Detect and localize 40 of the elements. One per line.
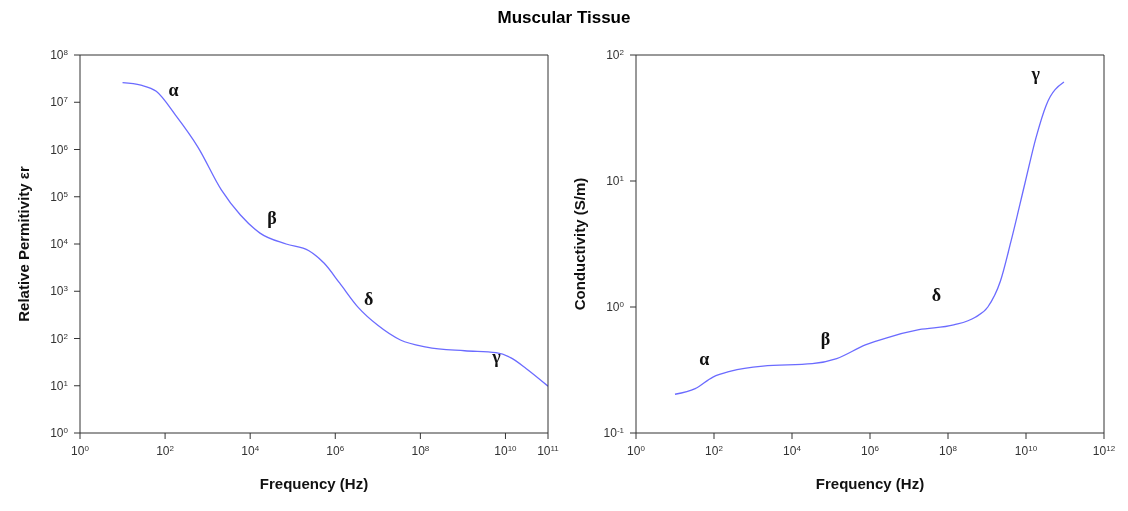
x-tick-label: 10$^{6}$ xyxy=(861,443,880,458)
y-axis-title: Relative Permitivity εr xyxy=(15,166,33,322)
annotation: β xyxy=(267,207,277,228)
x-axis-title: Frequency (Hz) xyxy=(815,475,925,492)
annotation: δ xyxy=(364,288,374,309)
x-tick-label: 10$^{8}$ xyxy=(411,443,430,458)
x-tick-label: 10$^{10}$ xyxy=(494,443,518,458)
y-tick-label: 10$^{0}$ xyxy=(50,425,69,440)
y-tick-label: 10$^{4}$ xyxy=(50,236,69,251)
y-tick-label: 10$^{0}$ xyxy=(606,299,625,314)
x-tick-label: 10$^{11}$ xyxy=(537,443,560,458)
y-tick-label: 10$^{5}$ xyxy=(50,189,69,204)
y-tick-label: 10$^{7}$ xyxy=(50,94,69,110)
x-tick-label: 10$^{0}$ xyxy=(627,443,646,458)
y-axis-title: Conductivity (S/m) xyxy=(571,177,589,311)
y-tick-label: 10$^{2}$ xyxy=(50,331,69,346)
annotation: β xyxy=(820,328,831,349)
x-axis-title: Frequency (Hz) xyxy=(259,475,369,492)
annotation: γ xyxy=(492,347,501,368)
annotation: α xyxy=(168,80,179,101)
x-tick-label: 10$^{4}$ xyxy=(783,443,802,458)
y-tick-label: 10$^{-1}$ xyxy=(603,425,625,440)
chart-title: Muscular Tissue xyxy=(496,8,632,29)
x-tick-label: 10$^{0}$ xyxy=(71,443,90,458)
y-tick-label: 10$^{3}$ xyxy=(50,283,69,299)
x-tick-label: 10$^{4}$ xyxy=(241,443,260,458)
annotation: α xyxy=(699,349,710,370)
x-tick-label: 10$^{8}$ xyxy=(939,443,958,458)
x-tick-label: 10$^{2}$ xyxy=(705,443,724,458)
x-tick-label: 10$^{10}$ xyxy=(1014,443,1038,458)
y-tick-label: 10$^{2}$ xyxy=(606,47,625,62)
x-tick-label: 10$^{12}$ xyxy=(1092,443,1116,458)
y-tick-label: 10$^{1}$ xyxy=(50,378,69,393)
annotation: δ xyxy=(931,285,942,306)
annotation: γ xyxy=(1031,63,1040,84)
y-tick-label: 10$^{8}$ xyxy=(50,47,69,62)
x-tick-label: 10$^{2}$ xyxy=(156,443,175,458)
y-tick-label: 10$^{1}$ xyxy=(606,173,625,188)
x-tick-label: 10$^{6}$ xyxy=(326,443,345,458)
y-tick-label: 10$^{6}$ xyxy=(50,142,69,157)
